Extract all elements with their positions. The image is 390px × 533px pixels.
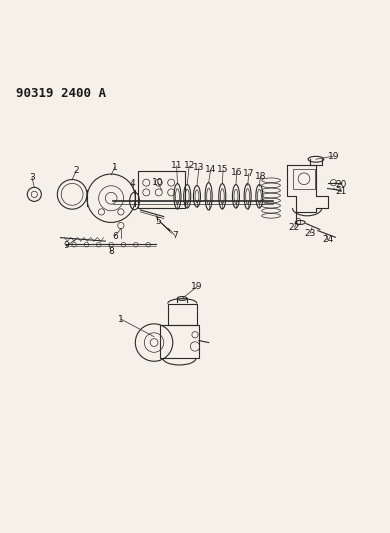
Bar: [138, 171, 185, 208]
Text: 18: 18: [255, 172, 266, 181]
Text: 2: 2: [73, 166, 79, 175]
Bar: [160, 325, 199, 358]
Text: 22: 22: [289, 223, 300, 232]
Text: 15: 15: [217, 165, 229, 174]
Text: 21: 21: [335, 187, 347, 196]
Text: 4: 4: [130, 179, 135, 188]
Text: 19: 19: [191, 282, 203, 291]
Text: 1: 1: [112, 163, 118, 172]
Text: 11: 11: [171, 161, 183, 171]
Text: 9: 9: [64, 241, 69, 251]
Text: 12: 12: [183, 161, 195, 171]
Text: 24: 24: [322, 236, 333, 245]
Text: 19: 19: [328, 151, 339, 160]
Text: 6: 6: [112, 231, 118, 240]
Text: 20: 20: [335, 180, 347, 189]
Text: 1: 1: [118, 314, 124, 324]
Bar: [293, 169, 315, 189]
Bar: [168, 304, 197, 325]
Text: 7: 7: [172, 231, 177, 240]
Text: 23: 23: [304, 229, 316, 238]
Text: 16: 16: [231, 167, 243, 176]
Text: 3: 3: [29, 173, 35, 182]
Text: 14: 14: [205, 165, 216, 174]
Text: 13: 13: [193, 163, 205, 172]
Text: 5: 5: [155, 217, 161, 226]
Text: 10: 10: [152, 178, 164, 187]
Text: 17: 17: [243, 169, 255, 178]
Text: 8: 8: [108, 247, 114, 256]
Text: 90319 2400 A: 90319 2400 A: [16, 87, 106, 100]
